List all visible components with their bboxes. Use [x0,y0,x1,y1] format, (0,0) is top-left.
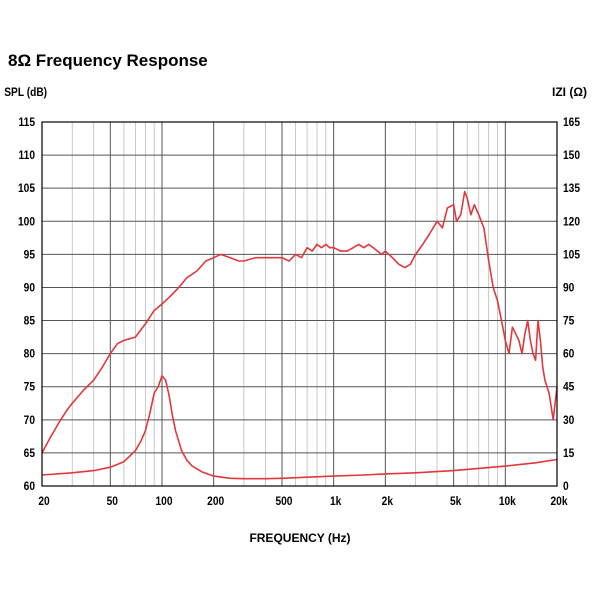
x-tick-label: 20k [550,495,568,508]
y-tick-label-right: 15 [563,447,574,460]
y-tick-label-right: 120 [563,216,580,229]
x-tick-label: 5k [450,495,462,508]
y-tick-label-left: 75 [24,381,35,394]
plot-frame [41,121,558,487]
y-tick-label-right: 0 [563,480,569,493]
y-tick-label-left: 85 [24,315,35,328]
y-tick-label-right: 45 [563,381,574,394]
x-axis-ticks: 20 50 100 200 500 1k 2k 5k 10k 20k [38,495,568,508]
y-tick-label-left: 90 [24,282,35,295]
y-tick-label-left: 110 [19,149,35,162]
y-tick-label-left: 65 [24,447,35,460]
x-tick-label: 2k [382,495,394,508]
chart-title: 8Ω Frequency Response [8,51,208,70]
y-tick-label-left: 70 [24,414,35,427]
y-tick-label-right: 75 [563,315,574,328]
y-tick-label-right: 105 [563,249,580,262]
x-tick-label: 100 [155,495,172,508]
x-tick-label: 20 [38,495,49,508]
spl-curve [41,190,558,454]
left-axis-ticks: 60 65 70 75 80 85 90 95 100 105 110 115 [18,116,35,493]
y-tick-label-left: 100 [18,216,35,229]
right-axis-ticks: 0 15 30 45 60 75 90 105 120 135 150 165 [563,116,580,493]
y-tick-label-right: 60 [563,348,574,361]
y-tick-label-left: 105 [18,182,35,195]
y-tick-label-left: 60 [24,480,35,493]
x-tick-label: 10k [499,495,517,508]
y-tick-label-right: 90 [563,282,574,295]
y-tick-label-left: 115 [19,116,35,129]
y-tick-label-right: 165 [563,116,580,129]
y-tick-label-left: 80 [24,348,35,361]
x-axis-label: FREQUENCY (Hz) [249,531,350,545]
series-layer [41,190,558,480]
x-tick-label: 50 [107,495,118,508]
y-tick-label-right: 150 [563,149,580,162]
x-tick-label: 500 [275,495,292,508]
y-tick-label-left: 95 [24,249,35,262]
y-tick-label-right: 135 [563,182,580,195]
y-tick-label-right: 30 [563,414,574,427]
x-tick-label: 1k [330,495,342,508]
impedance-curve [41,374,558,480]
left-axis-unit: SPL (dB) [4,86,47,99]
x-tick-label: 200 [207,495,224,508]
right-axis-unit: IZI (Ω) [552,85,587,99]
